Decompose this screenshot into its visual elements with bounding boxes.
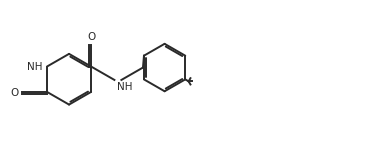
Text: O: O — [87, 32, 95, 42]
Text: O: O — [11, 88, 19, 98]
Text: NH: NH — [118, 82, 133, 92]
Text: NH: NH — [27, 62, 43, 72]
